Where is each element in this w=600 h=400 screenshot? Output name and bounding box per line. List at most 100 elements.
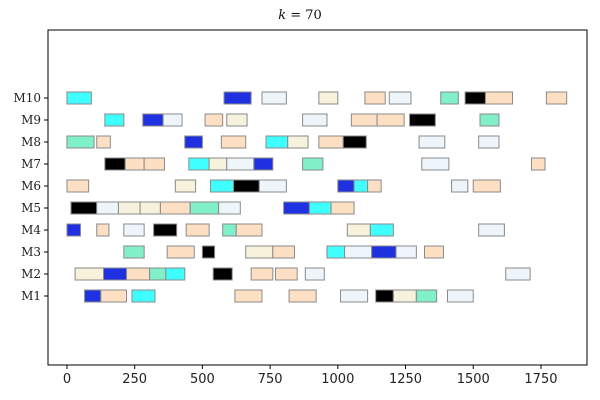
task-bar	[261, 91, 287, 105]
task-bar	[318, 135, 344, 149]
task-bar	[415, 289, 438, 303]
task-bar	[250, 267, 274, 281]
y-tick-label: M9	[21, 113, 41, 127]
x-tick-label: 1750	[524, 372, 557, 387]
task-bar	[265, 135, 289, 149]
task-bar	[330, 201, 355, 215]
task-bar	[302, 113, 328, 127]
task-bar	[234, 289, 263, 303]
task-bar	[376, 113, 405, 127]
task-bar	[139, 201, 161, 215]
task-bar	[131, 289, 156, 303]
task-bar	[342, 135, 367, 149]
task-bar	[369, 223, 394, 237]
task-bar	[395, 245, 417, 259]
task-bar	[423, 245, 444, 259]
chart-title-variable: k	[278, 8, 287, 23]
task-bar	[308, 201, 332, 215]
task-bar	[100, 289, 128, 303]
task-bar	[346, 223, 371, 237]
task-bar	[184, 135, 203, 149]
task-bar	[223, 91, 252, 105]
task-bar	[226, 157, 255, 171]
task-bar	[505, 267, 531, 281]
task-bar	[218, 201, 241, 215]
task-bar	[353, 179, 369, 193]
task-bar	[142, 113, 164, 127]
task-bar	[530, 157, 546, 171]
task-bar	[174, 179, 197, 193]
task-bar	[149, 267, 167, 281]
task-bar	[326, 245, 346, 259]
task-bar	[545, 91, 568, 105]
task-bar	[123, 223, 145, 237]
task-bar	[210, 179, 235, 193]
task-bar	[302, 157, 324, 171]
x-tick-label: 1500	[457, 372, 490, 387]
chart-title-value: = 70	[286, 8, 322, 23]
task-bar	[204, 113, 224, 127]
task-bar	[340, 289, 369, 303]
task-bar	[388, 91, 412, 105]
task-bar	[235, 223, 263, 237]
task-bar	[66, 91, 92, 105]
task-bar	[464, 91, 486, 105]
task-bar	[153, 223, 178, 237]
task-bar	[143, 157, 165, 171]
task-bar	[70, 201, 98, 215]
task-bar	[253, 157, 274, 171]
x-tick-label: 1250	[389, 372, 422, 387]
task-bar	[447, 289, 474, 303]
y-tick-label: M3	[21, 245, 41, 259]
y-tick-label: M5	[21, 201, 41, 215]
task-bar	[66, 135, 95, 149]
y-tick-label: M2	[21, 267, 41, 281]
task-bar	[201, 245, 216, 259]
task-bar	[344, 245, 373, 259]
task-bar	[304, 267, 325, 281]
y-tick-label: M8	[21, 135, 41, 149]
task-bar	[96, 223, 110, 237]
task-bar	[188, 157, 210, 171]
task-bar	[233, 179, 260, 193]
task-bar	[275, 267, 298, 281]
task-bar	[165, 267, 186, 281]
y-tick-label: M4	[21, 223, 41, 237]
task-bar	[484, 91, 514, 105]
task-bar	[375, 289, 394, 303]
task-bar	[74, 267, 105, 281]
task-bar	[288, 289, 317, 303]
task-bar	[96, 201, 119, 215]
x-tick-label: 1000	[321, 372, 354, 387]
task-bar	[222, 223, 237, 237]
task-bar	[208, 157, 228, 171]
task-bar	[272, 245, 295, 259]
task-bar	[66, 223, 82, 237]
task-bar	[189, 201, 220, 215]
task-bar	[226, 113, 248, 127]
task-bar	[185, 223, 210, 237]
task-bar	[123, 245, 145, 259]
task-bar	[66, 179, 90, 193]
task-bar	[84, 289, 102, 303]
task-bar	[364, 91, 386, 105]
task-bar	[287, 135, 309, 149]
task-bar	[478, 223, 505, 237]
task-bar	[258, 179, 287, 193]
task-bar	[117, 201, 141, 215]
task-bar	[367, 179, 382, 193]
task-bar	[283, 201, 310, 215]
task-bar	[126, 267, 151, 281]
task-bar	[337, 179, 355, 193]
task-bar	[220, 135, 247, 149]
task-bar	[451, 179, 469, 193]
task-bar	[371, 245, 397, 259]
task-bar	[478, 135, 500, 149]
task-bar	[418, 135, 446, 149]
plot-frame	[47, 29, 588, 366]
y-tick-label: M1	[21, 289, 41, 303]
x-tick-label: 0	[63, 372, 71, 387]
x-tick-label: 500	[190, 372, 215, 387]
task-bar	[96, 135, 111, 149]
